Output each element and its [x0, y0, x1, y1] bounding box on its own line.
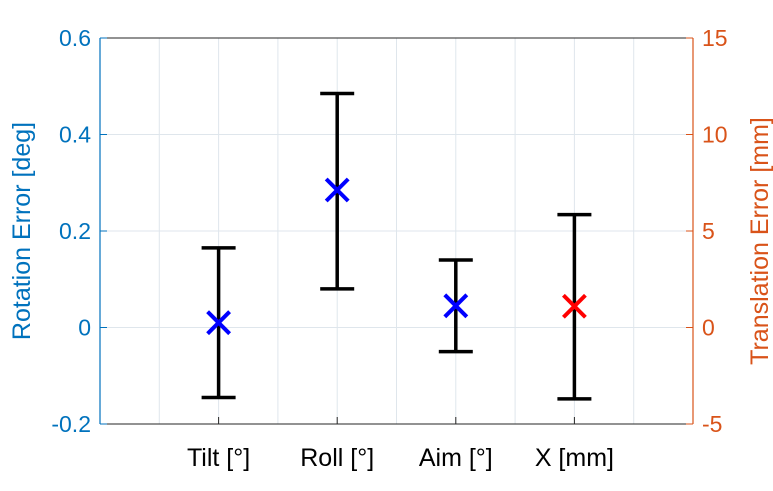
grid-lines	[100, 38, 693, 424]
marker-stroke	[561, 293, 587, 319]
tick-labels: -0.2 0 0.2 0.4 0.6 -5 0 5 10 15 Tilt [°] Roll [°] Ai…	[51, 25, 727, 472]
axes	[99, 37, 694, 425]
tick-label-x: Tilt [°]	[187, 444, 250, 472]
y-axis-label-left: Rotation Error [deg]	[8, 122, 36, 340]
tick-label-left: 0.4	[59, 122, 91, 148]
tick-label-left: 0	[78, 315, 91, 341]
y-axis-label-right: Translation Error [mm]	[746, 117, 773, 365]
tick-label-x: X [mm]	[535, 444, 614, 472]
marker-stroke	[443, 293, 469, 319]
tick-label-left: -0.2	[51, 411, 91, 437]
tick-label-right: 10	[702, 122, 728, 148]
tick-label-right: 5	[702, 218, 715, 244]
tick-label-right: -5	[702, 411, 722, 437]
data-point-marker	[206, 310, 232, 336]
tick-label-left: 0.6	[59, 25, 91, 51]
marker-stroke	[324, 177, 350, 203]
tick-label-left: 0.2	[59, 218, 91, 244]
tick-label-x: Aim [°]	[419, 444, 493, 472]
tick-label-right: 15	[702, 25, 728, 51]
data-point-marker	[561, 293, 587, 319]
data-markers	[206, 177, 587, 336]
tick-label-right: 0	[702, 315, 715, 341]
axis-labels: Rotation Error [deg] Translation Error [m…	[8, 117, 773, 365]
marker-stroke	[206, 310, 232, 336]
tick-label-x: Roll [°]	[300, 444, 374, 472]
data-point-marker	[324, 177, 350, 203]
data-point-marker	[443, 293, 469, 319]
